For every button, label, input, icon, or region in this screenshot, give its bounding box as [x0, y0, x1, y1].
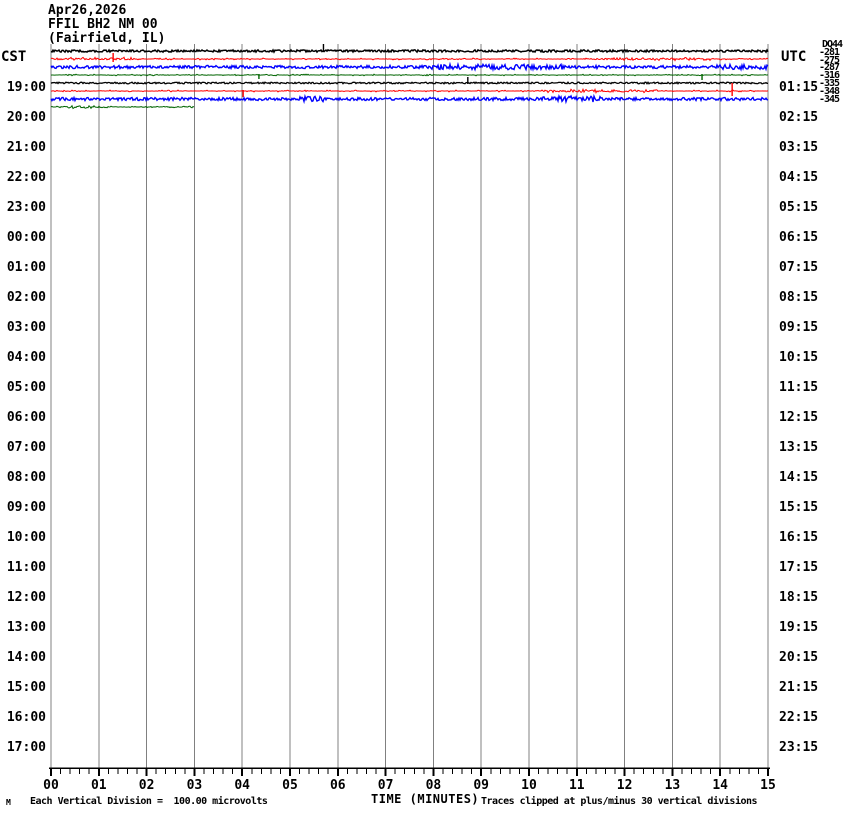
left-time-label: 20:00 [6, 110, 46, 125]
right-time-label: 03:15 [779, 140, 819, 155]
right-time-label: 05:15 [779, 200, 819, 215]
right-time-label: 17:15 [779, 560, 819, 575]
left-time-label: 21:00 [6, 140, 46, 155]
right-time-label: 21:15 [779, 680, 819, 695]
offset-column-header: DQ44 [822, 39, 843, 50]
left-time-label: 03:00 [6, 320, 46, 335]
right-time-label: 16:15 [779, 530, 819, 545]
right-time-label: 23:15 [779, 740, 819, 755]
right-time-label: 22:15 [779, 710, 819, 725]
minute-tick-label: 03 [186, 778, 203, 793]
right-time-label: 15:15 [779, 500, 819, 515]
offset-value: -275 [819, 54, 840, 66]
right-time-label: 04:15 [779, 170, 819, 185]
offset-value: -316 [819, 70, 840, 82]
left-time-label: 23:00 [6, 200, 46, 215]
right-time-label: 06:15 [779, 230, 819, 245]
minute-tick-label: 01 [90, 778, 107, 793]
minute-tick-label: 00 [43, 778, 59, 793]
right-time-label: 12:15 [779, 410, 819, 425]
right-time-label: 18:15 [779, 590, 819, 605]
vertical-scale-note: Each Vertical Division = 100.00 microvol… [30, 796, 268, 807]
minute-tick-label: 10 [521, 778, 537, 793]
minute-tick-label: 04 [234, 778, 251, 793]
minute-tick-label: 07 [377, 778, 394, 793]
offset-value: -281 [819, 46, 840, 58]
minute-tick-label: 12 [616, 778, 633, 793]
left-time-label: 14:00 [6, 650, 46, 665]
left-time-label: 19:00 [6, 80, 46, 95]
minute-tick-label: 11 [568, 778, 585, 793]
minute-tick-label: 02 [138, 778, 155, 793]
left-time-label: 12:00 [6, 590, 46, 605]
right-time-label: 07:15 [779, 260, 819, 275]
left-time-label: 17:00 [6, 740, 46, 755]
left-time-label: 11:00 [6, 560, 46, 575]
left-time-label: 10:00 [6, 530, 46, 545]
left-time-label: 01:00 [6, 260, 46, 275]
right-time-label: 08:15 [779, 290, 819, 305]
minute-tick-label: 08 [425, 778, 442, 793]
left-time-label: 05:00 [6, 380, 46, 395]
right-time-label: 09:15 [779, 320, 819, 335]
left-time-label: 08:00 [6, 470, 46, 485]
left-time-label: 02:00 [6, 290, 46, 305]
left-time-label: 22:00 [6, 170, 46, 185]
right-time-label: 01:15 [779, 80, 819, 95]
left-time-label: 13:00 [6, 620, 46, 635]
clipping-note: Traces clipped at plus/minus 30 vertical… [481, 796, 758, 807]
right-time-label: 13:15 [779, 440, 819, 455]
left-time-label: 15:00 [6, 680, 46, 695]
minute-tick-label: 15 [760, 778, 776, 793]
left-time-label: 00:00 [6, 230, 46, 245]
offset-value: -287 [819, 62, 840, 74]
minute-tick-label: 14 [712, 778, 729, 793]
header-station-id: FFIL BH2 NM 00 [48, 17, 158, 32]
header-station-location: (Fairfield, IL) [48, 31, 166, 46]
minute-tick-label: 06 [329, 778, 346, 793]
right-time-label: 11:15 [779, 380, 819, 395]
trace-offset-values: DQ44 -281 -275 -287 -316 -335 -348 -345 [819, 39, 849, 105]
left-timezone-label: CST [1, 49, 27, 65]
corner-watermark: M [6, 798, 11, 807]
minute-tick-label: 13 [664, 778, 681, 793]
header-date: Apr26,2026 [48, 3, 127, 18]
right-time-label: 19:15 [779, 620, 819, 635]
right-timezone-label: UTC [781, 49, 807, 65]
x-axis-title: TIME (MINUTES) [371, 792, 480, 806]
offset-value: -348 [819, 85, 840, 97]
right-time-label: 02:15 [779, 110, 819, 125]
left-time-label: 06:00 [6, 410, 46, 425]
minute-tick-label: 09 [473, 778, 490, 793]
minute-tick-label: 05 [282, 778, 298, 793]
offset-value: -335 [819, 77, 840, 89]
right-time-label: 10:15 [779, 350, 819, 365]
right-time-label: 14:15 [779, 470, 819, 485]
right-time-label: 20:15 [779, 650, 819, 665]
offset-value: -345 [819, 93, 840, 105]
left-time-label: 04:00 [6, 350, 46, 365]
left-time-label: 07:00 [6, 440, 46, 455]
left-time-label: 16:00 [6, 710, 46, 725]
left-time-label: 09:00 [6, 500, 46, 515]
